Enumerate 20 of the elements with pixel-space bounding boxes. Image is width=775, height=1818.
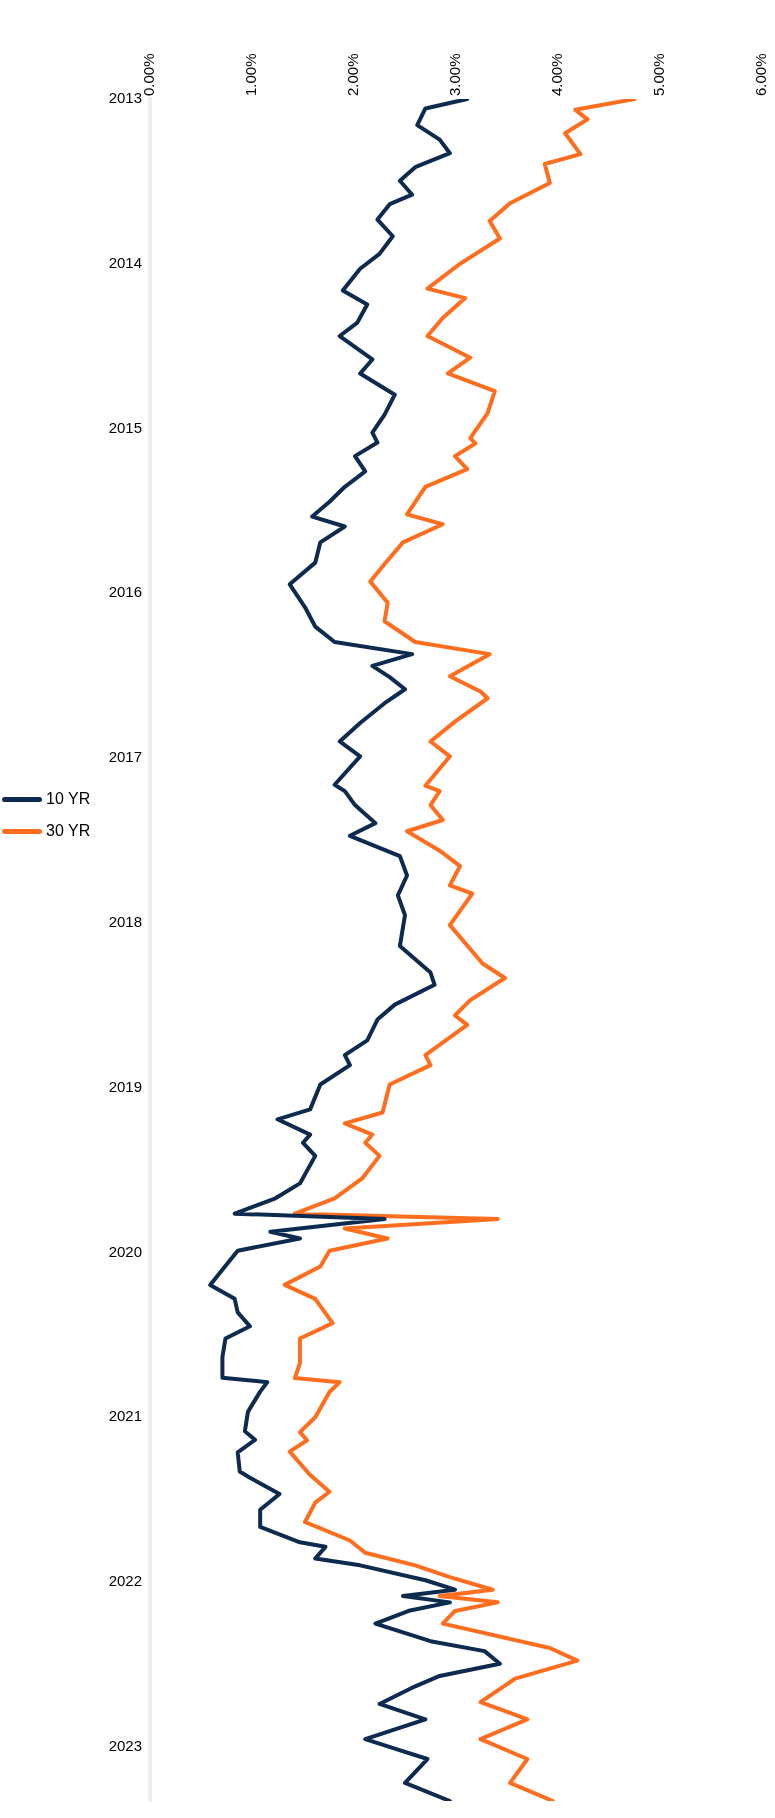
legend-label: 30 YR — [46, 822, 91, 840]
y-tick-label: 2019 — [108, 1077, 142, 1095]
y-tick-label: 2015 — [108, 418, 142, 436]
x-tick-label: 1.00% — [242, 53, 260, 96]
x-tick-label: 6.00% — [752, 53, 770, 96]
y-tick-label: 2022 — [108, 1572, 142, 1590]
x-tick-label: 5.00% — [650, 53, 668, 96]
y-tick-label: 2018 — [108, 913, 142, 931]
x-tick-label: 2.00% — [344, 53, 362, 96]
y-tick-label: 2014 — [108, 253, 142, 271]
legend-label: 10 YR — [46, 790, 91, 808]
y-tick-label: 2017 — [108, 748, 142, 766]
y-tick-label: 2021 — [108, 1407, 142, 1425]
y-tick-label: 2023 — [108, 1736, 142, 1754]
x-tick-label: 0.00% — [140, 53, 158, 96]
y-tick-label: 2016 — [108, 583, 142, 601]
x-tick-label: 4.00% — [548, 53, 566, 96]
x-tick-label: 3.00% — [446, 53, 464, 96]
y-tick-label: 2020 — [108, 1242, 142, 1260]
y-tick-label: 2013 — [108, 89, 142, 107]
